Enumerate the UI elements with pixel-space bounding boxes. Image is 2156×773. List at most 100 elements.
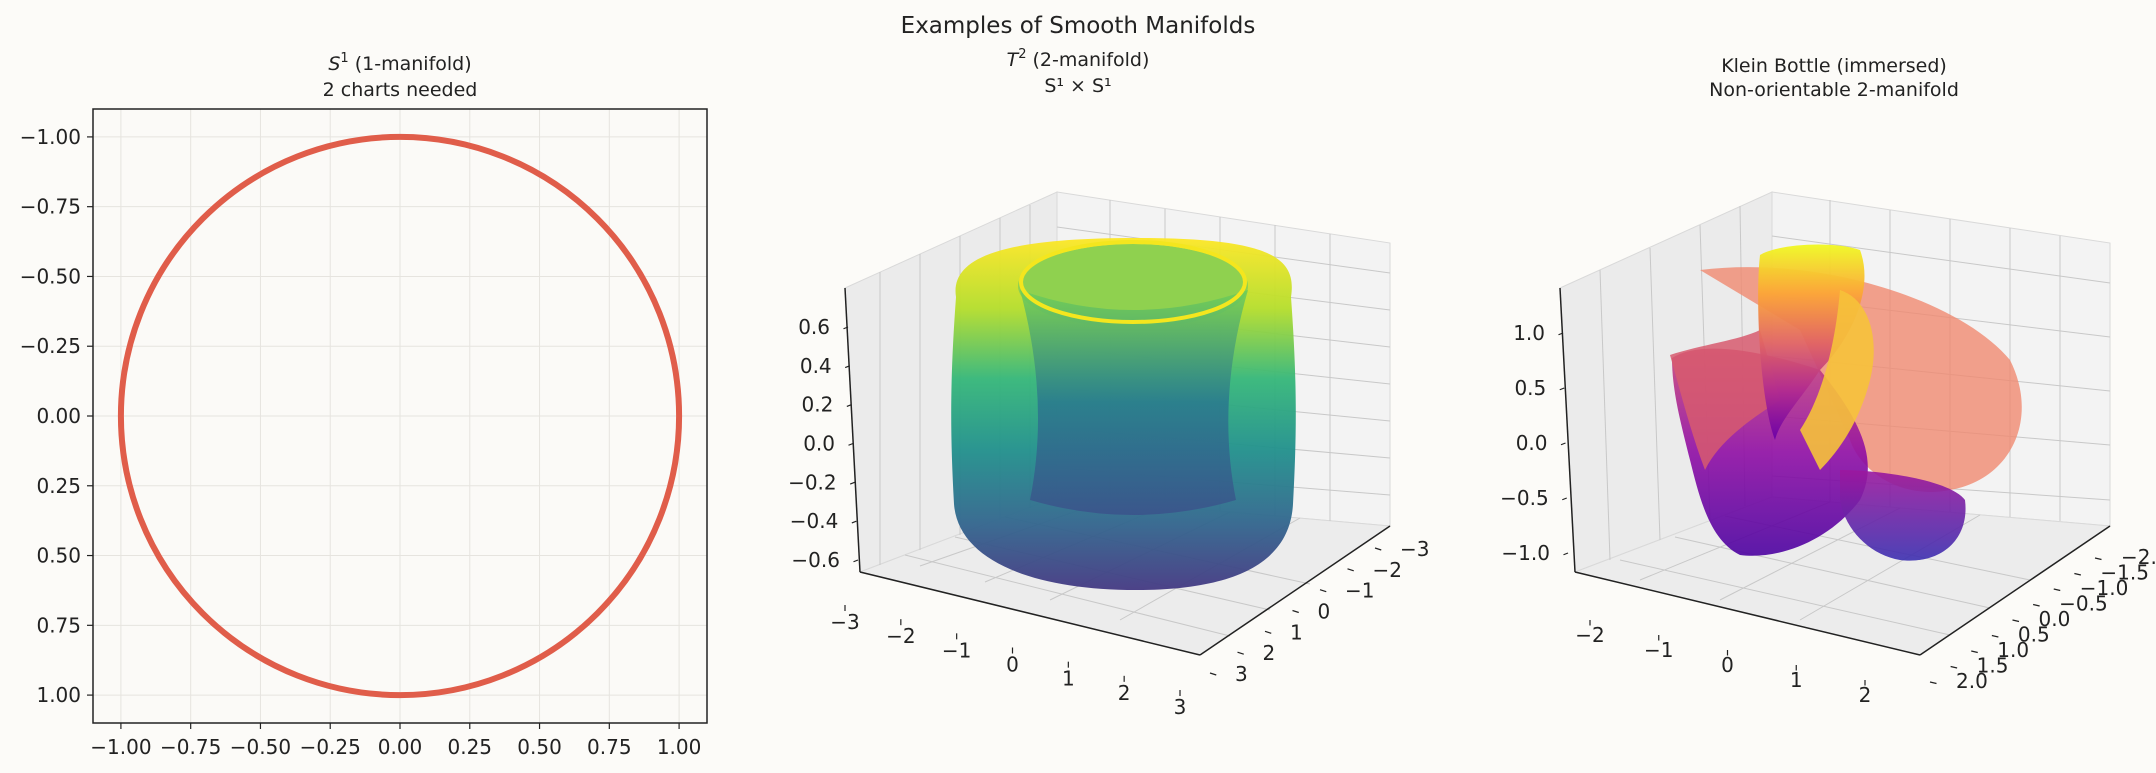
circle-y-tick-label: −0.50	[20, 264, 81, 288]
torus-z-tick-label: 0.2	[802, 393, 834, 417]
torus-y-tick-label: 0	[1318, 600, 1331, 624]
klein-y-tick-label: 2.0	[1956, 669, 1988, 693]
klein-z-tick-label: −0.5	[1500, 486, 1549, 510]
klein-y-tick-mark	[1991, 634, 1999, 638]
circle-curve	[117, 133, 683, 699]
torus-z-tick-mark	[853, 559, 859, 563]
torus-y-tick-mark	[1264, 630, 1272, 634]
klein-y-tick-label: −0.5	[2059, 592, 2108, 616]
klein-x-tick-label: 2	[1859, 683, 1872, 707]
circle-y-tick-label: 1.00	[36, 683, 81, 707]
klein-surface	[1670, 244, 2022, 561]
torus-x-tick-label: 0	[1006, 653, 1019, 677]
klein-y-tick-mark	[2094, 557, 2102, 561]
klein-title-line1: Klein Bottle (immersed)	[1721, 55, 1947, 77]
circle-x-tick-label: 0.50	[517, 735, 562, 759]
circle-y-tick-label: 0.75	[36, 613, 81, 637]
torus-y-tick-mark	[1237, 651, 1244, 655]
klein-z-tick-mark	[1559, 387, 1565, 391]
torus-y-tick-label: −1	[1345, 579, 1374, 603]
klein-y-tick-mark	[2053, 588, 2061, 592]
torus-panel: T2 (2-manifold) S¹ × S¹	[788, 47, 1429, 719]
torus-z-tick-mark	[851, 520, 857, 524]
torus-y-tick-mark	[1209, 672, 1217, 676]
torus-z-tick-label: −0.6	[791, 548, 840, 572]
torus-z-tick-mark	[848, 442, 854, 446]
klein-title-line2: Non-orientable 2-manifold	[1709, 79, 1959, 101]
klein-y-tick-label: 0.5	[2018, 623, 2050, 647]
klein-x-tick-label: 0	[1721, 653, 1734, 677]
circle-y-tick-label: −0.75	[20, 195, 81, 219]
klein-y-tick-mark	[1971, 650, 1978, 654]
torus-y-tick-label: 2	[1263, 641, 1276, 665]
torus-z-tick-label: 0.6	[798, 315, 830, 339]
circle-x-tick-label: 1.00	[657, 735, 702, 759]
torus-x-tick-label: −1	[942, 638, 971, 662]
torus-z-axis	[844, 287, 861, 573]
klein-y-tick-label: 1.0	[1997, 638, 2029, 662]
circle-title-line1: S1 (1-manifold)	[328, 51, 471, 75]
torus-ticks: 0.60.40.20.0−0.2−0.4−0.6−3−2−10123−3−2−1…	[788, 315, 1429, 719]
klein-y-tick-mark	[2032, 603, 2040, 607]
klein-y-tick-label: −2.0	[2121, 545, 2156, 569]
torus-x-tick-label: 1	[1062, 667, 1075, 691]
torus-y-tick-mark	[1374, 547, 1382, 551]
torus-title-line1: T2 (2-manifold)	[1007, 47, 1150, 71]
klein-z-tick-mark	[1560, 442, 1566, 446]
klein-x-axis	[1574, 571, 1921, 656]
circle-x-tick-label: −0.50	[230, 735, 291, 759]
klein-z-tick-mark	[1563, 552, 1569, 556]
torus-y-tick-mark	[1319, 589, 1327, 593]
klein-x-tick-label: 1	[1790, 668, 1803, 692]
figure-title: Examples of Smooth Manifolds	[901, 13, 1256, 39]
torus-y-tick-label: 1	[1290, 620, 1303, 644]
torus-title-line2: S¹ × S¹	[1044, 75, 1111, 97]
torus-z-tick-mark	[849, 481, 855, 485]
circle-panel: S1 (1-manifold) 2 charts needed −1.00 1.0…	[20, 51, 708, 759]
klein-z-tick-mark	[1562, 497, 1567, 501]
torus-y-axis	[1199, 525, 1391, 656]
klein-ticks: 1.00.50.0−0.5−1.0−2−1012−2.0−1.5−1.0−0.5…	[1500, 321, 2156, 707]
klein-y-axis	[1919, 525, 2111, 656]
circle-x-tick-label: −0.25	[300, 735, 361, 759]
torus-z-tick-label: 0.4	[800, 354, 832, 378]
circle-x-tick-label: 0.75	[587, 735, 632, 759]
torus-z-tick-label: −0.2	[788, 470, 837, 494]
klein-y-tick-label: −1.5	[2100, 561, 2149, 585]
klein-y-tick-label: 0.0	[2039, 607, 2071, 631]
klein-y-tick-mark	[2012, 619, 2020, 623]
klein-y-tick-mark	[1950, 665, 1958, 669]
klein-x-tick-label: −1	[1644, 638, 1673, 662]
circle-y-tick-label: −0.25	[20, 334, 81, 358]
circle-y-tick-label: −1.00	[20, 125, 81, 149]
circle-x-tick-label: −0.75	[160, 735, 221, 759]
torus-y-tick-mark	[1347, 568, 1354, 572]
klein-z-tick-label: 1.0	[1513, 321, 1545, 345]
klein-z-tick-label: −1.0	[1501, 541, 1550, 565]
klein-y-tick-mark	[1929, 681, 1937, 685]
circle-x-tick-label: −1.00	[90, 735, 151, 759]
torus-x-tick-label: 3	[1174, 695, 1187, 719]
circle-ticks: −1.00 1.00 −0.75 0.75 −0.50 0.50 −0.25 0.25 0.00…	[20, 125, 702, 759]
torus-y-tick-label: −3	[1400, 537, 1429, 561]
circle-x-tick-label: 0.25	[448, 735, 493, 759]
torus-x-axis	[859, 571, 1201, 656]
klein-panel: Klein Bottle (immersed) Non-orientable 2…	[1500, 55, 2156, 707]
torus-y-tick-mark	[1292, 609, 1299, 614]
torus-x-tick-label: −2	[886, 624, 915, 648]
circle-y-tick-label: 0.25	[36, 474, 81, 498]
klein-y-tick-label: −1.0	[2080, 576, 2129, 600]
circle-x-tick-label: 0.00	[378, 735, 423, 759]
torus-x-tick-label: −3	[830, 610, 859, 634]
circle-grid	[93, 109, 707, 723]
klein-x-tick-label: −2	[1575, 623, 1604, 647]
klein-z-tick-label: 0.5	[1514, 376, 1546, 400]
torus-y-tick-label: −2	[1373, 558, 1402, 582]
circle-y-tick-label: 0.00	[36, 404, 81, 428]
klein-z-axis	[1559, 287, 1576, 573]
circle-y-tick-label: 0.50	[36, 544, 81, 568]
torus-z-tick-label: −0.4	[790, 509, 839, 533]
klein-z-tick-label: 0.0	[1516, 431, 1548, 455]
klein-y-tick-mark	[2074, 572, 2082, 576]
